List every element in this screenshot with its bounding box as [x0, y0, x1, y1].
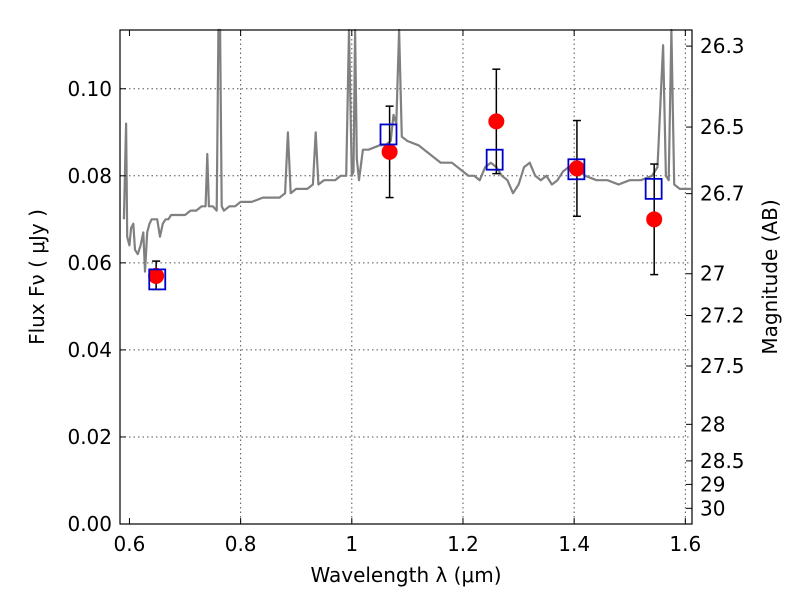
observed-point: [381, 143, 398, 160]
y-axis-title: Flux Fν ( μJy ): [25, 209, 49, 345]
right-axis-title: Magnitude (AB): [758, 199, 782, 354]
plot-frame: [119, 29, 693, 525]
x-axis-ticks: 0.6 0.8 1 1.2 1.4 1.6: [114, 30, 701, 556]
observed-point: [646, 211, 663, 228]
y-tick-label: 0.00: [67, 512, 112, 536]
x-tick-label: 1.2: [447, 532, 479, 556]
x-tick-label: 1: [345, 532, 358, 556]
right-tick-label: 28: [700, 412, 725, 436]
x-tick-label: 0.8: [225, 532, 257, 556]
model-point: [379, 123, 398, 146]
y-axis-ticks: 0.00 0.02 0.04 0.06 0.08 0.10: [67, 77, 126, 536]
right-tick-label: 26.3: [700, 34, 745, 58]
grid-lines: [120, 30, 692, 524]
right-tick-label: 27: [700, 262, 725, 286]
y-tick-label: 0.04: [67, 338, 112, 362]
y-tick-label: 0.10: [67, 77, 112, 101]
model-point: [644, 177, 663, 200]
right-tick-label: 27.5: [700, 354, 745, 378]
x-axis-title: Wavelength λ (μm): [310, 563, 501, 587]
model-point: [485, 148, 504, 171]
model-point: [148, 268, 167, 291]
x-tick-label: 1.4: [558, 532, 590, 556]
right-tick-label: 27.2: [700, 304, 745, 328]
x-tick-label: 1.6: [669, 532, 701, 556]
y-tick-label: 0.08: [67, 164, 112, 188]
y-tick-label: 0.06: [67, 251, 112, 275]
right-tick-label: 28.5: [700, 449, 745, 473]
right-tick-label: 30: [700, 496, 725, 520]
markers: [148, 113, 663, 291]
x-tick-label: 0.6: [114, 532, 146, 556]
observed-point: [148, 267, 165, 284]
observed-point: [488, 113, 505, 130]
model-point: [567, 158, 586, 181]
observed-point: [568, 160, 585, 177]
right-tick-label: 29: [700, 472, 725, 496]
y-tick-label: 0.02: [67, 425, 112, 449]
right-tick-label: 26.5: [700, 115, 745, 139]
right-tick-label: 26.7: [700, 182, 745, 206]
